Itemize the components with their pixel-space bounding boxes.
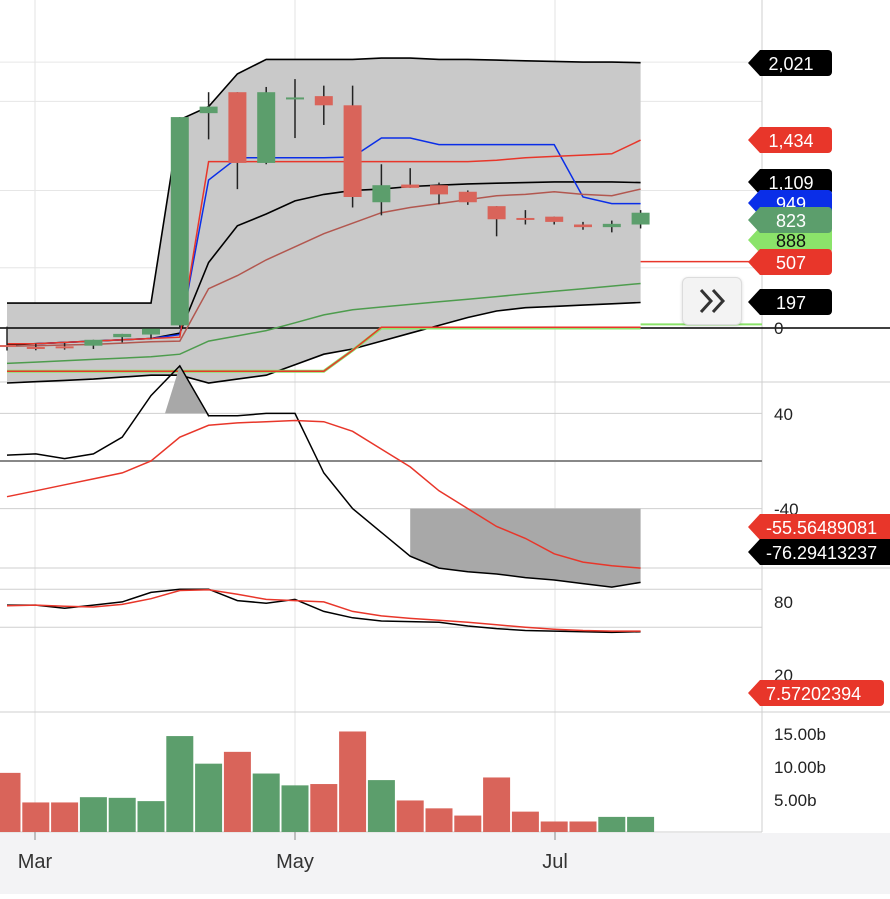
price-tag bbox=[748, 127, 832, 153]
x-axis-label: Jul bbox=[542, 851, 568, 873]
volume-bar bbox=[22, 802, 50, 832]
stoch-line-d bbox=[6, 589, 641, 632]
volume-bar bbox=[137, 801, 165, 832]
volume-bar bbox=[569, 821, 597, 832]
volume-bar bbox=[252, 773, 280, 832]
candle-body bbox=[314, 96, 333, 106]
price-line-bollinger-upper bbox=[7, 57, 641, 304]
volume-bar bbox=[0, 772, 21, 832]
volume-bar bbox=[367, 780, 395, 832]
candle-body bbox=[487, 206, 506, 220]
candle-body bbox=[257, 92, 276, 163]
volume-bar bbox=[483, 777, 511, 832]
price-tag-label: 823 bbox=[776, 211, 806, 231]
price-line-base bbox=[7, 139, 641, 345]
candle-body bbox=[430, 185, 448, 195]
candle-body bbox=[84, 339, 103, 346]
price-line-ma-green bbox=[6, 282, 641, 365]
volume-bar bbox=[540, 821, 568, 832]
price-tag bbox=[748, 50, 832, 76]
volume-bar bbox=[195, 763, 223, 832]
x-axis-label: May bbox=[276, 851, 314, 873]
volume-bar bbox=[166, 736, 194, 832]
stoch-tag-label: 7.57202394 bbox=[766, 684, 861, 704]
price-tag-label: 507 bbox=[776, 253, 806, 273]
volume-bar bbox=[79, 797, 107, 832]
osc-tag-label: -55.56489081 bbox=[766, 518, 877, 538]
volume-bar bbox=[627, 816, 655, 832]
osc-tick-label: 40 bbox=[774, 405, 793, 424]
candle-body bbox=[286, 97, 304, 100]
price-tag-label: 1,109 bbox=[768, 173, 813, 193]
candle-body bbox=[545, 216, 564, 222]
volume-bar bbox=[598, 816, 626, 832]
candle-body bbox=[401, 184, 420, 188]
bollinger-band-fill bbox=[7, 58, 641, 384]
price-line-lagging-red bbox=[7, 326, 641, 372]
volume-bar bbox=[223, 751, 251, 832]
candle-body bbox=[343, 105, 362, 197]
volume-tick-label: 15.00b bbox=[774, 725, 826, 744]
volume-bar bbox=[51, 802, 79, 832]
volume-bar bbox=[425, 808, 453, 832]
volume-bar bbox=[454, 815, 482, 832]
candle-body bbox=[142, 328, 160, 335]
candle-body bbox=[631, 212, 650, 225]
volume-tick-label: 5.00b bbox=[774, 791, 817, 810]
volume-bar bbox=[310, 784, 338, 832]
stoch-tag bbox=[748, 680, 884, 706]
volume-bar bbox=[281, 785, 309, 832]
price-tag-label: 197 bbox=[776, 293, 806, 313]
candle-body bbox=[26, 346, 45, 349]
price-line-ma-brown bbox=[6, 188, 641, 348]
price-tag bbox=[748, 289, 832, 315]
candle-body bbox=[55, 346, 74, 349]
osc-line-fast bbox=[6, 364, 641, 588]
candle-body bbox=[516, 217, 535, 220]
osc-tag-label: -76.29413237 bbox=[766, 543, 877, 563]
candle-body bbox=[602, 223, 621, 228]
osc-tag bbox=[748, 514, 890, 540]
volume-bar bbox=[108, 797, 136, 832]
volume-bar bbox=[339, 731, 367, 832]
candle-body bbox=[372, 185, 391, 203]
candle-body bbox=[574, 224, 592, 228]
volume-tick-label: 10.00b bbox=[774, 758, 826, 777]
x-axis-background bbox=[0, 833, 890, 894]
candle-body bbox=[113, 333, 132, 338]
price-tick-label: 0 bbox=[774, 319, 783, 338]
price-tag bbox=[748, 169, 832, 195]
volume-bar bbox=[511, 811, 539, 832]
price-tag bbox=[748, 249, 832, 275]
price-tag-label: 888 bbox=[776, 231, 806, 251]
candle-body bbox=[458, 191, 477, 203]
osc-oversold-fill bbox=[410, 508, 641, 588]
stoch-line-k bbox=[7, 588, 641, 634]
volume-bar bbox=[396, 800, 424, 832]
scroll-to-latest-button[interactable] bbox=[682, 277, 742, 325]
x-axis-label: Mar bbox=[18, 851, 53, 873]
price-tag bbox=[748, 227, 832, 253]
candle-body bbox=[0, 345, 16, 348]
candle-body bbox=[199, 106, 218, 114]
osc-overbought-fill bbox=[165, 365, 209, 418]
osc-tag bbox=[748, 539, 890, 565]
price-line-bollinger-lower bbox=[6, 301, 641, 384]
stoch-tick-label: 80 bbox=[774, 593, 793, 612]
price-tag-label: 2,021 bbox=[768, 54, 813, 74]
candle-body bbox=[228, 92, 247, 163]
candle-body bbox=[170, 117, 189, 326]
price-tag-label: 1,434 bbox=[768, 131, 813, 151]
double-chevron-right-icon bbox=[699, 288, 726, 314]
osc-line-signal bbox=[6, 419, 641, 569]
price-tag bbox=[748, 207, 832, 233]
